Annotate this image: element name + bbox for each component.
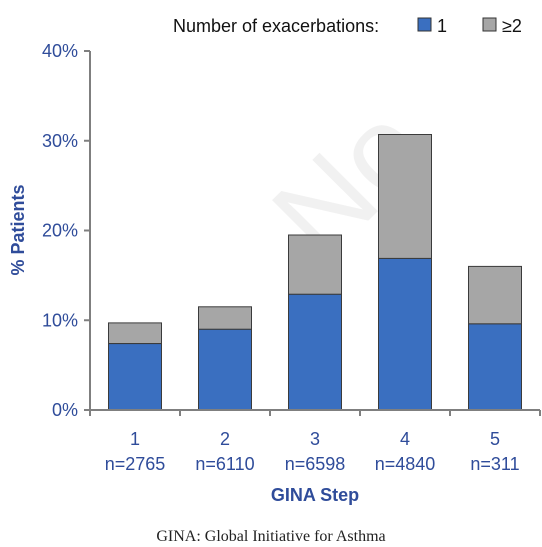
- bar-step1-series2: [108, 322, 162, 344]
- x-tick-sublabel: n=6110: [195, 454, 254, 474]
- bar-step4-series1: [378, 257, 432, 411]
- x-axis-title: GINA Step: [271, 485, 359, 505]
- x-tick-sublabel: n=311: [470, 454, 519, 474]
- legend-swatch-1: [417, 17, 432, 32]
- x-tick-sublabel: n=6598: [285, 454, 346, 474]
- bar-step4-series2: [378, 134, 432, 259]
- bar-step3-series2: [288, 234, 342, 295]
- x-ticks: 1 n=2765 2 n=6110 3 n=6598 4 n=4840 5 n=311: [89, 410, 541, 474]
- x-tick-label: 3: [310, 429, 320, 449]
- bar-step2-series1: [198, 328, 252, 411]
- y-tick-label: 0%: [52, 400, 78, 420]
- caption: GINA: Global Initiative for Asthma: [156, 528, 385, 545]
- legend-label-1: 1: [437, 16, 447, 36]
- legend-title: Number of exacerbations:: [173, 16, 379, 36]
- bar-step5-series1: [468, 323, 522, 411]
- y-tick-label: 40%: [42, 41, 78, 61]
- legend: Number of exacerbations: 1 ≥2: [173, 16, 522, 36]
- y-tick-label: 10%: [42, 310, 78, 330]
- legend-label-2: ≥2: [502, 16, 522, 36]
- y-tick-label: 30%: [42, 131, 78, 151]
- x-tick-sublabel: n=2765: [105, 454, 166, 474]
- y-tick-label: 20%: [42, 221, 78, 241]
- x-tick-label: 5: [490, 429, 500, 449]
- bars: [108, 134, 522, 411]
- x-tick-label: 4: [400, 429, 410, 449]
- y-axis-title: % Patients: [8, 184, 28, 275]
- y-ticks: 0% 10% 20% 30% 40%: [42, 41, 90, 420]
- bar-step1-series1: [108, 343, 162, 411]
- x-tick-label: 2: [220, 429, 230, 449]
- x-tick-sublabel: n=4840: [375, 454, 436, 474]
- x-tick-label: 1: [130, 429, 140, 449]
- bar-step2-series2: [198, 306, 252, 330]
- legend-swatch-2: [482, 17, 497, 32]
- bar-step5-series2: [468, 265, 522, 325]
- bar-step3-series1: [288, 293, 342, 411]
